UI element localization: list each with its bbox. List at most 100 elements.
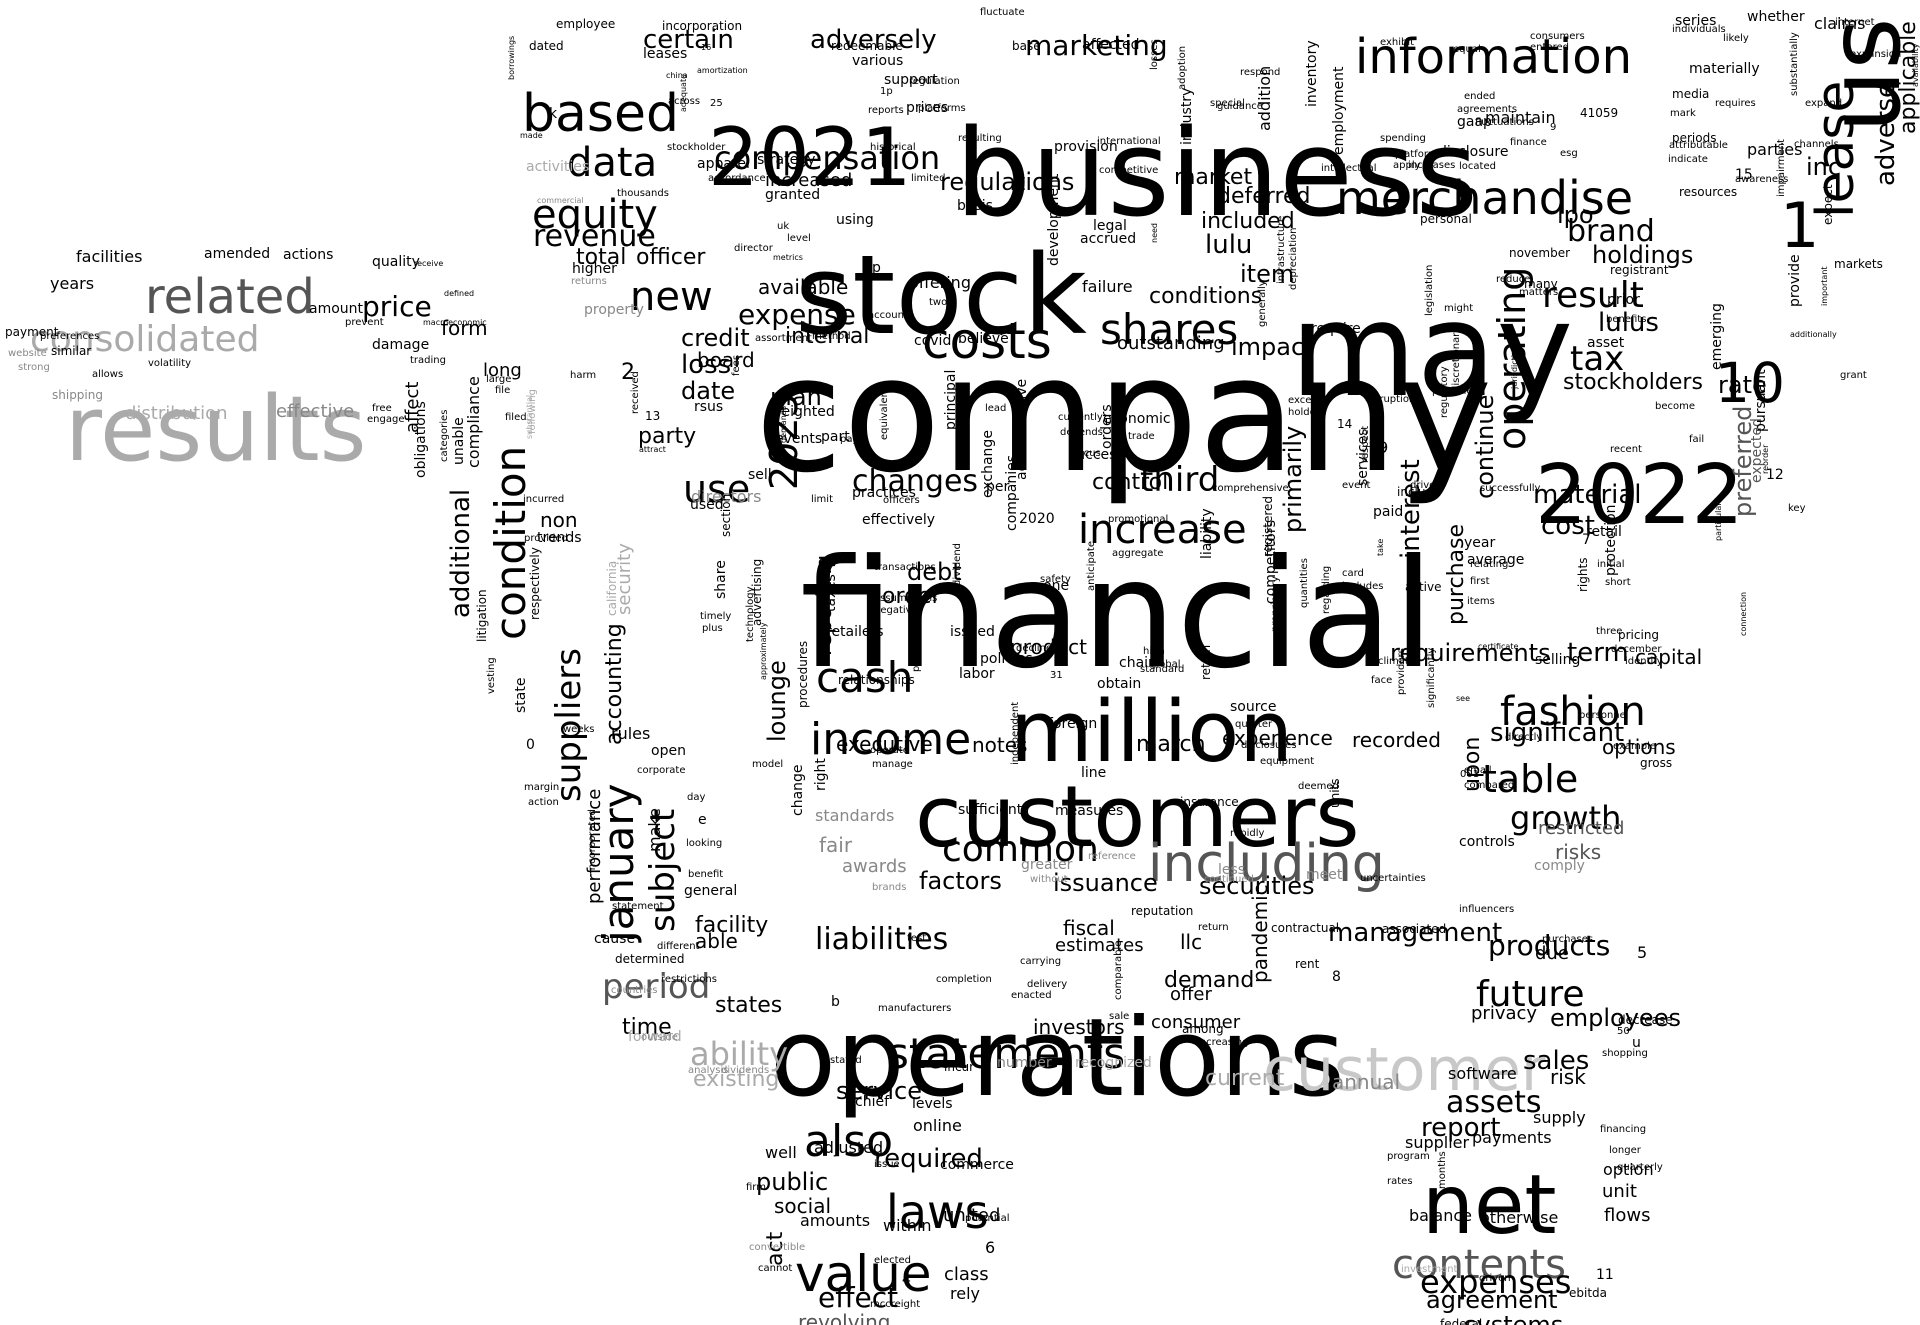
word-section: section	[719, 493, 733, 537]
word-important: important	[1820, 266, 1829, 306]
word-administrative: administrative	[1014, 378, 1030, 480]
word-affected: affected	[1082, 37, 1140, 53]
word-investment: investment	[1401, 1264, 1458, 1275]
word-distribution: distribution	[125, 403, 228, 424]
word-pay: pay	[840, 434, 859, 445]
word-u: u	[1632, 1035, 1641, 1051]
word-ended: ended	[1464, 91, 1496, 102]
word-greater: greater	[1021, 857, 1073, 873]
word-cause: cause	[594, 931, 636, 947]
word-million: million	[1010, 683, 1294, 782]
word-markets: markets	[1834, 257, 1883, 271]
word-weighted: weighted	[770, 404, 835, 420]
word-respect: respect	[1360, 425, 1371, 463]
word-share: share	[713, 560, 729, 599]
word-payments: payments	[1472, 1128, 1552, 1147]
word-controls: controls	[1459, 834, 1515, 850]
word-llc: llc	[1180, 930, 1203, 954]
word-quality: quality	[372, 254, 420, 270]
word-likely: likely	[1723, 33, 1749, 44]
word-stock: stock	[795, 231, 1087, 359]
word-special: special	[1210, 98, 1245, 109]
word-number: number	[997, 1055, 1052, 1071]
word-retail: retail	[1586, 524, 1622, 540]
word-intellectual: intellectual	[1321, 163, 1377, 174]
word-lulu: lulu	[1205, 230, 1253, 260]
word-risks: risks	[1555, 840, 1602, 864]
word-lulus: lulus	[1598, 308, 1659, 338]
word-assumptions: assumptions	[874, 593, 938, 604]
word-otherwise: otherwise	[1480, 1208, 1559, 1227]
word-penalties: penalties	[1432, 386, 1478, 397]
word-allows: allows	[92, 369, 124, 380]
word-0: 0	[526, 737, 535, 753]
word-31: 31	[1050, 670, 1063, 681]
word-shares: shares	[1100, 305, 1239, 354]
word-success: success	[1069, 447, 1124, 463]
word-outside: outside	[641, 1032, 678, 1043]
word-uk: uk	[777, 221, 790, 232]
word-key: key	[1788, 503, 1806, 514]
word-software: software	[1448, 1064, 1517, 1083]
word-economic: economic	[1103, 411, 1171, 427]
word-9: 9	[1550, 122, 1557, 133]
word-engage: engage	[367, 414, 405, 425]
word-levels: levels	[912, 1096, 953, 1112]
word-file: file	[495, 385, 511, 396]
word-impact: impact	[1231, 333, 1314, 361]
word-indicate: indicate	[1668, 154, 1708, 165]
word-k: k	[549, 106, 558, 122]
word-potential: potential	[965, 1213, 1010, 1224]
word-advertising: advertising	[750, 558, 764, 626]
word-lead: lead	[985, 403, 1007, 414]
word-incurred: incurred	[523, 494, 565, 505]
word-board: board	[697, 348, 755, 372]
word-restricted: restricted	[1538, 818, 1625, 839]
word-mccreight: mccreight	[870, 1299, 921, 1310]
word-001: 001	[1460, 769, 1480, 780]
word-estimates: estimates	[1055, 935, 1144, 956]
word-regulation: regulation	[909, 76, 960, 87]
word-requires: requires	[1715, 98, 1756, 109]
word-elected: elected	[874, 1255, 912, 1266]
word-costs: costs	[922, 312, 1052, 370]
word-notes: notes	[972, 733, 1028, 757]
word-liabilities: liabilities	[815, 922, 949, 957]
word-determined: determined	[615, 952, 685, 966]
word-completion: completion	[936, 974, 992, 985]
word-obligations: obligations	[413, 401, 429, 478]
word-volatility: volatility	[148, 358, 192, 369]
word-6: 6	[985, 1238, 996, 1257]
word-march: march	[1136, 732, 1206, 757]
word-face: face	[1371, 675, 1393, 686]
word-thousands: thousands	[617, 188, 669, 199]
word-consolidated: consolidated	[30, 319, 260, 360]
word-weeks: weeks	[563, 724, 595, 735]
word-additionally: additionally	[1790, 330, 1837, 339]
word-activities: activities	[526, 159, 590, 175]
word-general: general	[684, 883, 738, 899]
word-laws: laws	[886, 1185, 989, 1239]
word-macroeconomic: macroeconomic	[423, 318, 487, 327]
word-demand: demand	[1164, 968, 1255, 993]
word-availability: availability	[1911, 43, 1920, 87]
word-revolving: revolving	[798, 1310, 891, 1325]
word-international: international	[1097, 136, 1161, 147]
word-first: first	[1470, 576, 1490, 587]
word-fashion: fashion	[1500, 689, 1646, 735]
word-information: information	[1355, 29, 1633, 85]
word-merchandise: merchandise	[1336, 171, 1634, 225]
word-loss: loss	[681, 350, 732, 380]
word-jurisdictions: jurisdictions	[1510, 340, 1519, 389]
word-platform: platform	[1395, 149, 1438, 160]
word-deferred: deferred	[1217, 184, 1311, 209]
word-used: used	[690, 497, 724, 513]
word-countries: countries	[611, 985, 658, 996]
word-emerging: emerging	[1709, 303, 1725, 370]
word-fluctuate: fluctuate	[980, 7, 1025, 18]
word-insurance: insurance	[1180, 795, 1239, 809]
word-provision: provision	[1054, 139, 1118, 155]
word-data: data	[567, 140, 658, 186]
word-compared: compared	[1464, 780, 1515, 791]
word-basis: basis	[957, 198, 993, 214]
